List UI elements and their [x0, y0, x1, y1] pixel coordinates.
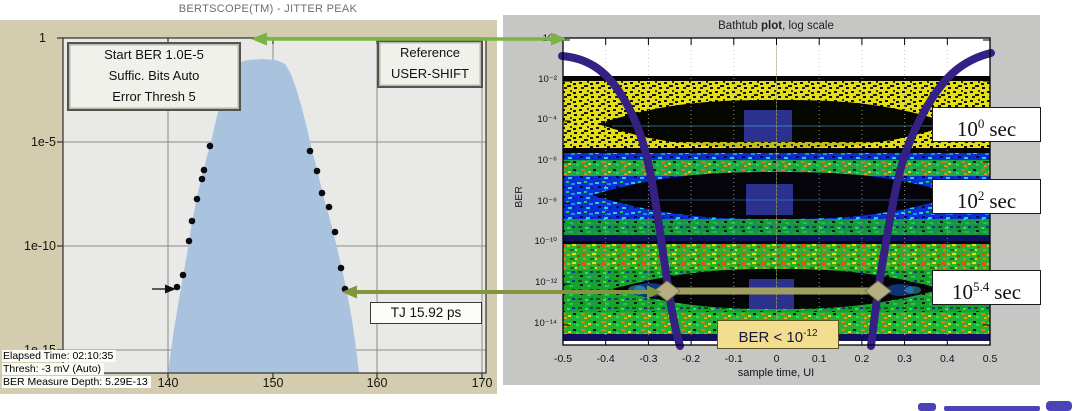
- reference-line-1: Reference: [400, 45, 460, 60]
- right-y-tick-1e-8: 10⁻⁸: [537, 196, 557, 207]
- right-x-tick-0.1: 0.1: [811, 353, 827, 365]
- left-x-tick-150: 150: [262, 376, 284, 390]
- sample-time-axis-label: sample time, UI: [737, 367, 815, 379]
- ber-axis-label: BER: [513, 186, 525, 208]
- left-y-tick-1e-5: 1e-5: [30, 135, 56, 149]
- bathtub-title-bold: plot: [760, 20, 783, 32]
- settings-line-suffic-bits: Suffic. Bits Auto: [108, 68, 200, 83]
- right-x-tick--0.2: -0.2: [682, 353, 701, 365]
- right-x-tick-0.3: 0.3: [897, 353, 912, 365]
- settings-line-start-ber: Start BER 1.0E-5: [104, 47, 204, 62]
- right-x-tick--0.5: -0.5: [553, 353, 573, 365]
- time-label-1e0-unit: sec: [989, 117, 1017, 141]
- time-label-1e5.4-base: 10: [951, 280, 973, 304]
- time-label-1e0-exp: 0: [977, 116, 985, 131]
- right-y-tick-1e-14: 10⁻¹⁴: [534, 318, 557, 329]
- time-label-1e2-exp: 2: [977, 188, 985, 203]
- time-label-1e5.4-sec: 105.4 sec: [932, 270, 1041, 305]
- right-x-tick-0: 0: [773, 353, 780, 365]
- time-label-1e0-sec: 100 sec: [932, 107, 1041, 142]
- right-y-tick-1e-6: 10⁻⁶: [537, 155, 558, 166]
- right-y-tick-1e-4: 10⁻⁴: [537, 114, 557, 125]
- left-y-tick-1: 1: [39, 31, 46, 45]
- jitter-peak-title: BERTSCOPE(TM) - JITTER PEAK: [178, 3, 358, 15]
- time-label-1e2-sec: 102 sec: [932, 179, 1041, 214]
- right-y-tick-1e0: 10⁰: [542, 33, 557, 44]
- measurement-settings-box: Start BER 1.0E-5 Suffic. Bits Auto Error…: [67, 42, 241, 111]
- time-label-1e5.4-exp: 5.4: [972, 279, 990, 294]
- ber-threshold-callout: BER < 10-12: [717, 320, 839, 349]
- status-elapsed-time-text: Elapsed Time: 02:10:35: [2, 350, 117, 362]
- right-x-tick--0.4: -0.4: [596, 353, 615, 365]
- reference-line-2: USER-SHIFT: [391, 66, 469, 81]
- tj-cursor-left: [152, 284, 176, 294]
- status-threshold: Thresh: -3 mV (Auto): [2, 363, 105, 375]
- settings-line-error-thresh: Error Thresh 5: [112, 89, 196, 104]
- status-threshold-text: Thresh: -3 mV (Auto): [2, 363, 105, 375]
- right-y-tick-1e-12: 10⁻¹²: [535, 277, 557, 288]
- reference-box: Reference USER-SHIFT: [377, 40, 483, 88]
- time-label-1e5.4-unit: sec: [994, 280, 1022, 304]
- tj-result-box: TJ 15.92 ps: [370, 302, 482, 324]
- bathtub-title: Bathtub plot, log scale: [620, 20, 932, 32]
- status-ber-depth: BER Measure Depth: 5.29E-13: [2, 376, 151, 388]
- right-x-tick--0.3: -0.3: [639, 353, 658, 365]
- bathtub-title-post: , log scale: [782, 20, 834, 32]
- jitter-peak-area: [168, 59, 359, 373]
- right-x-tick-0.5: 0.5: [982, 353, 998, 365]
- time-label-1e2-unit: sec: [989, 189, 1017, 213]
- left-y-tick-1e-10: 1e-10: [24, 239, 56, 253]
- status-ber-depth-text: BER Measure Depth: 5.29E-13: [2, 376, 151, 388]
- bathtub-title-pre: Bathtub: [718, 20, 761, 32]
- right-x-tick--0.1: -0.1: [724, 353, 743, 365]
- left-x-tick-140: 140: [157, 376, 179, 390]
- ber-callout-base: BER < 10: [738, 329, 804, 346]
- right-axis-ticks: [562, 38, 991, 345]
- time-label-1e0-base: 10: [956, 117, 978, 141]
- right-x-tick-0.4: 0.4: [939, 353, 955, 365]
- left-x-tick-160: 160: [366, 376, 388, 390]
- ber-callout-exp: -12: [803, 328, 818, 339]
- bathtub-plot: [558, 37, 995, 350]
- left-x-tick-170: 170: [471, 376, 493, 390]
- time-label-1e2-base: 10: [956, 189, 978, 213]
- right-y-tick-1e-2: 10⁻²: [538, 74, 557, 85]
- status-elapsed-time: Elapsed Time: 02:10:35: [2, 350, 117, 362]
- right-y-tick-1e-10: 10⁻¹⁰: [534, 236, 557, 247]
- right-x-tick-0.2: 0.2: [854, 353, 870, 365]
- acquisition-marker-squares: [744, 110, 794, 309]
